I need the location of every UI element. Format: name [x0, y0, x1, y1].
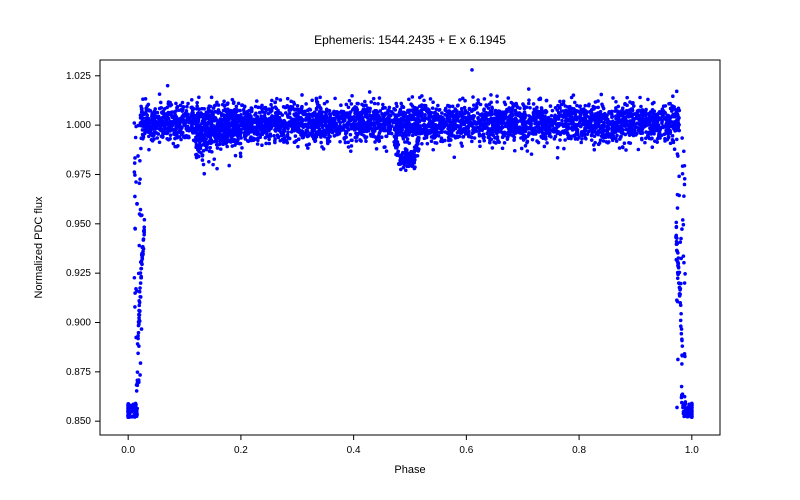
x-tick-label: 0.4	[347, 445, 361, 456]
y-tick-label: 0.900	[66, 318, 91, 329]
x-tick-label: 0.0	[121, 445, 135, 456]
y-tick-label: 1.025	[66, 71, 91, 82]
x-tick-label: 0.6	[459, 445, 473, 456]
y-tick-label: 0.925	[66, 268, 91, 279]
chart-container: 0.00.20.40.60.81.00.8500.8750.9000.9250.…	[0, 0, 800, 500]
y-tick-label: 1.000	[66, 120, 91, 131]
light-curve-chart: 0.00.20.40.60.81.00.8500.8750.9000.9250.…	[0, 0, 800, 500]
y-ticks: 0.850 0.875 0.900 0.925 0.950 0.975 1.000 1.025	[66, 71, 100, 427]
y-axis-label: Normalized PDC flux	[33, 196, 45, 299]
x-ticks: 0.0 0.2 0.4 0.6 0.8 1.0	[121, 435, 699, 456]
x-tick-label: 0.2	[234, 445, 248, 456]
x-tick-label: 0.8	[572, 445, 586, 456]
y-tick-label: 0.850	[66, 416, 91, 427]
y-tick-label: 0.875	[66, 367, 91, 378]
x-axis-label: Phase	[394, 464, 425, 476]
data-points	[126, 68, 693, 419]
chart-title: Ephemeris: 1544.2435 + E x 6.1945	[314, 33, 506, 47]
y-tick-label: 0.975	[66, 169, 91, 180]
y-tick-label: 0.950	[66, 219, 91, 230]
x-tick-label: 1.0	[685, 445, 699, 456]
